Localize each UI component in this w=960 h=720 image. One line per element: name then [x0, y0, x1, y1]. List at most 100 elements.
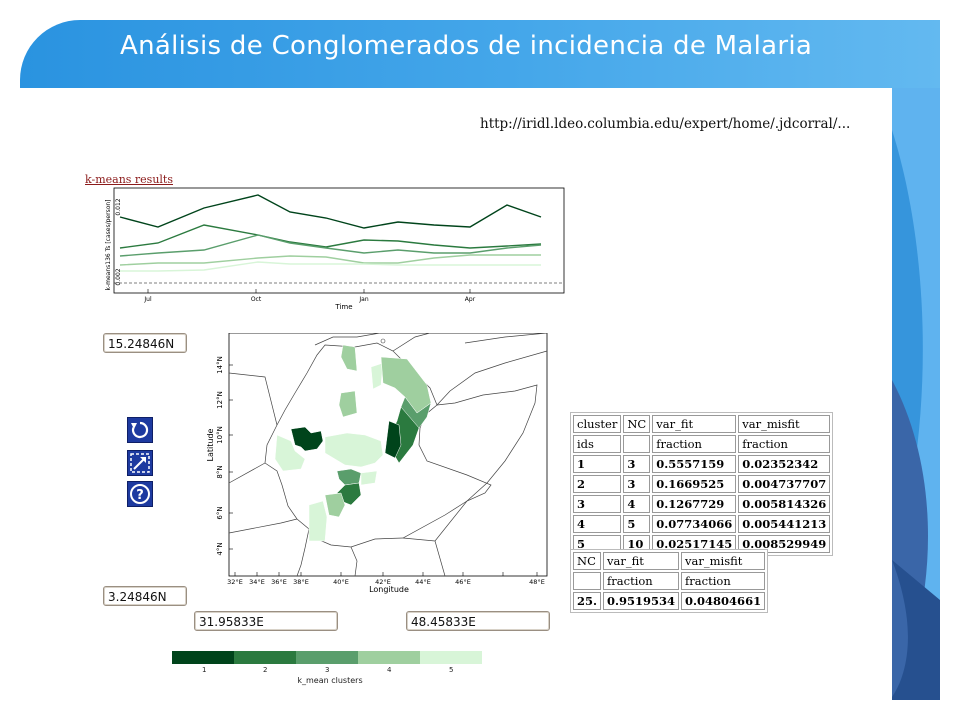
- table-header-cell: ids: [573, 435, 622, 453]
- legend-swatch-3: [296, 651, 358, 664]
- table-header-row: ids fraction fraction: [573, 435, 831, 453]
- table-cell: 0.008529949: [738, 535, 831, 553]
- map-ytick: 4°N: [216, 542, 224, 555]
- source-url: http://iridl.ldeo.columbia.edu/expert/ho…: [480, 116, 851, 132]
- map-xtick: 36°E: [271, 578, 287, 586]
- legend-tick: 2: [263, 666, 268, 674]
- table-row: 3 4 0.1267729 0.005814326: [573, 495, 831, 513]
- legend-swatch-4: [358, 651, 420, 664]
- table-row: 1 3 0.5557159 0.02352342: [573, 455, 831, 473]
- title-bar: [20, 20, 940, 88]
- map-xtick: 48°E: [529, 578, 545, 586]
- table-cell: 4: [623, 495, 651, 513]
- table-header-cell: var_misfit: [738, 415, 831, 433]
- legend-swatch-1: [172, 651, 234, 664]
- table-header-cell: cluster: [573, 415, 622, 433]
- ts-xtick: Jul: [143, 296, 152, 303]
- table-cell: 0.5557159: [652, 455, 737, 473]
- table-header-cell: NC: [573, 552, 602, 570]
- ts-ylabel: k-means136 Ts [cases/person]: [105, 199, 112, 290]
- reset-view-button[interactable]: [127, 417, 153, 443]
- table-cell: 3: [623, 455, 651, 473]
- table-cell: 2: [573, 475, 622, 493]
- legend-tick: 1: [202, 666, 207, 674]
- table-header-cell: NC: [623, 415, 651, 433]
- table-cell: 0.005814326: [738, 495, 831, 513]
- help-button[interactable]: ?: [127, 481, 153, 507]
- map-xtick: 44°E: [415, 578, 431, 586]
- cluster-color-legend: 1 2 3 4 5 k_mean clusters: [165, 648, 495, 690]
- ts-xtick: Jan: [358, 296, 368, 303]
- summary-stats-table: NC var_fit var_misfit fraction fraction …: [570, 549, 769, 613]
- table-header-cell: [623, 435, 651, 453]
- map-xtick: 40°E: [333, 578, 349, 586]
- kmeans-results-link[interactable]: k-means results: [85, 173, 173, 186]
- zoom-box-button[interactable]: [127, 450, 153, 476]
- table-header-cell: fraction: [738, 435, 831, 453]
- map-xtick: 32°E: [227, 578, 243, 586]
- slide-title: Análisis de Conglomerados de incidencia …: [120, 31, 813, 61]
- ts-xtick: Oct: [251, 296, 262, 303]
- ts-ytick: 0.012: [115, 198, 122, 215]
- table-header-row: fraction fraction: [573, 572, 766, 590]
- cluster-map: 14°N 12°N 10°N 8°N 6°N 4°N Latitude 32°E…: [206, 333, 548, 594]
- table-header-row: cluster NC var_fit var_misfit: [573, 415, 831, 433]
- zoom-box-icon: [130, 453, 150, 473]
- table-cell: 0.005441213: [738, 515, 831, 533]
- table-header-cell: fraction: [681, 572, 766, 590]
- map-xtick: 34°E: [249, 578, 265, 586]
- table-cell: 0.02352342: [738, 455, 831, 473]
- map-xtick: 42°E: [375, 578, 391, 586]
- table-header-cell: fraction: [652, 435, 737, 453]
- south-coordinate-input[interactable]: 3.24846N: [103, 586, 187, 606]
- table-cell: 1: [573, 455, 622, 473]
- svg-text:?: ?: [136, 488, 144, 503]
- table-cell: 0.1669525: [652, 475, 737, 493]
- table-header-cell: var_fit: [652, 415, 737, 433]
- legend-tick: 5: [449, 666, 454, 674]
- ts-xtick: Apr: [465, 296, 476, 303]
- map-ytick: 8°N: [216, 465, 224, 478]
- table-header-cell: fraction: [603, 572, 680, 590]
- timeseries-plot: Jul Oct Jan Apr Time 0.012 0.002 k-means…: [105, 187, 565, 311]
- legend-swatch-5: [420, 651, 482, 664]
- table-cell: 0.1267729: [652, 495, 737, 513]
- table-header-cell: var_misfit: [681, 552, 766, 570]
- map-ytick: 12°N: [216, 391, 224, 409]
- table-row: 25. 0.9519534 0.04804661: [573, 592, 766, 610]
- map-ylabel: Latitude: [206, 428, 215, 461]
- ts-xlabel: Time: [334, 303, 352, 311]
- help-icon: ?: [130, 484, 150, 504]
- map-xlabel: Longitude: [369, 585, 409, 594]
- cluster-stats-table: cluster NC var_fit var_misfit ids fracti…: [570, 412, 834, 556]
- table-header-cell: [573, 572, 602, 590]
- table-row: 2 3 0.1669525 0.004737707: [573, 475, 831, 493]
- legend-tick: 3: [325, 666, 330, 674]
- table-cell: 5: [623, 515, 651, 533]
- table-row: 4 5 0.07734066 0.005441213: [573, 515, 831, 533]
- table-cell: 25.: [573, 592, 602, 610]
- table-cell: 0.004737707: [738, 475, 831, 493]
- north-coordinate-input[interactable]: 15.24846N: [103, 333, 187, 353]
- table-header-row: NC var_fit var_misfit: [573, 552, 766, 570]
- map-ytick: 6°N: [216, 506, 224, 519]
- table-cell: 4: [573, 515, 622, 533]
- table-header-cell: var_fit: [603, 552, 680, 570]
- legend-tick: 4: [387, 666, 392, 674]
- reset-view-icon: [131, 421, 149, 439]
- table-cell: 3: [573, 495, 622, 513]
- legend-title: k_mean clusters: [297, 676, 363, 685]
- west-coordinate-input[interactable]: 31.95833E: [194, 611, 338, 631]
- map-xtick: 46°E: [455, 578, 471, 586]
- map-ytick: 14°N: [216, 356, 224, 374]
- legend-swatch-2: [234, 651, 296, 664]
- table-cell: 0.9519534: [603, 592, 680, 610]
- table-cell: 0.07734066: [652, 515, 737, 533]
- map-ytick: 10°N: [216, 426, 224, 444]
- map-xtick: 38°E: [293, 578, 309, 586]
- table-row: 5 10 0.02517145 0.008529949: [573, 535, 831, 553]
- ts-ytick: 0.002: [115, 268, 122, 285]
- table-cell: 3: [623, 475, 651, 493]
- east-coordinate-input[interactable]: 48.45833E: [406, 611, 550, 631]
